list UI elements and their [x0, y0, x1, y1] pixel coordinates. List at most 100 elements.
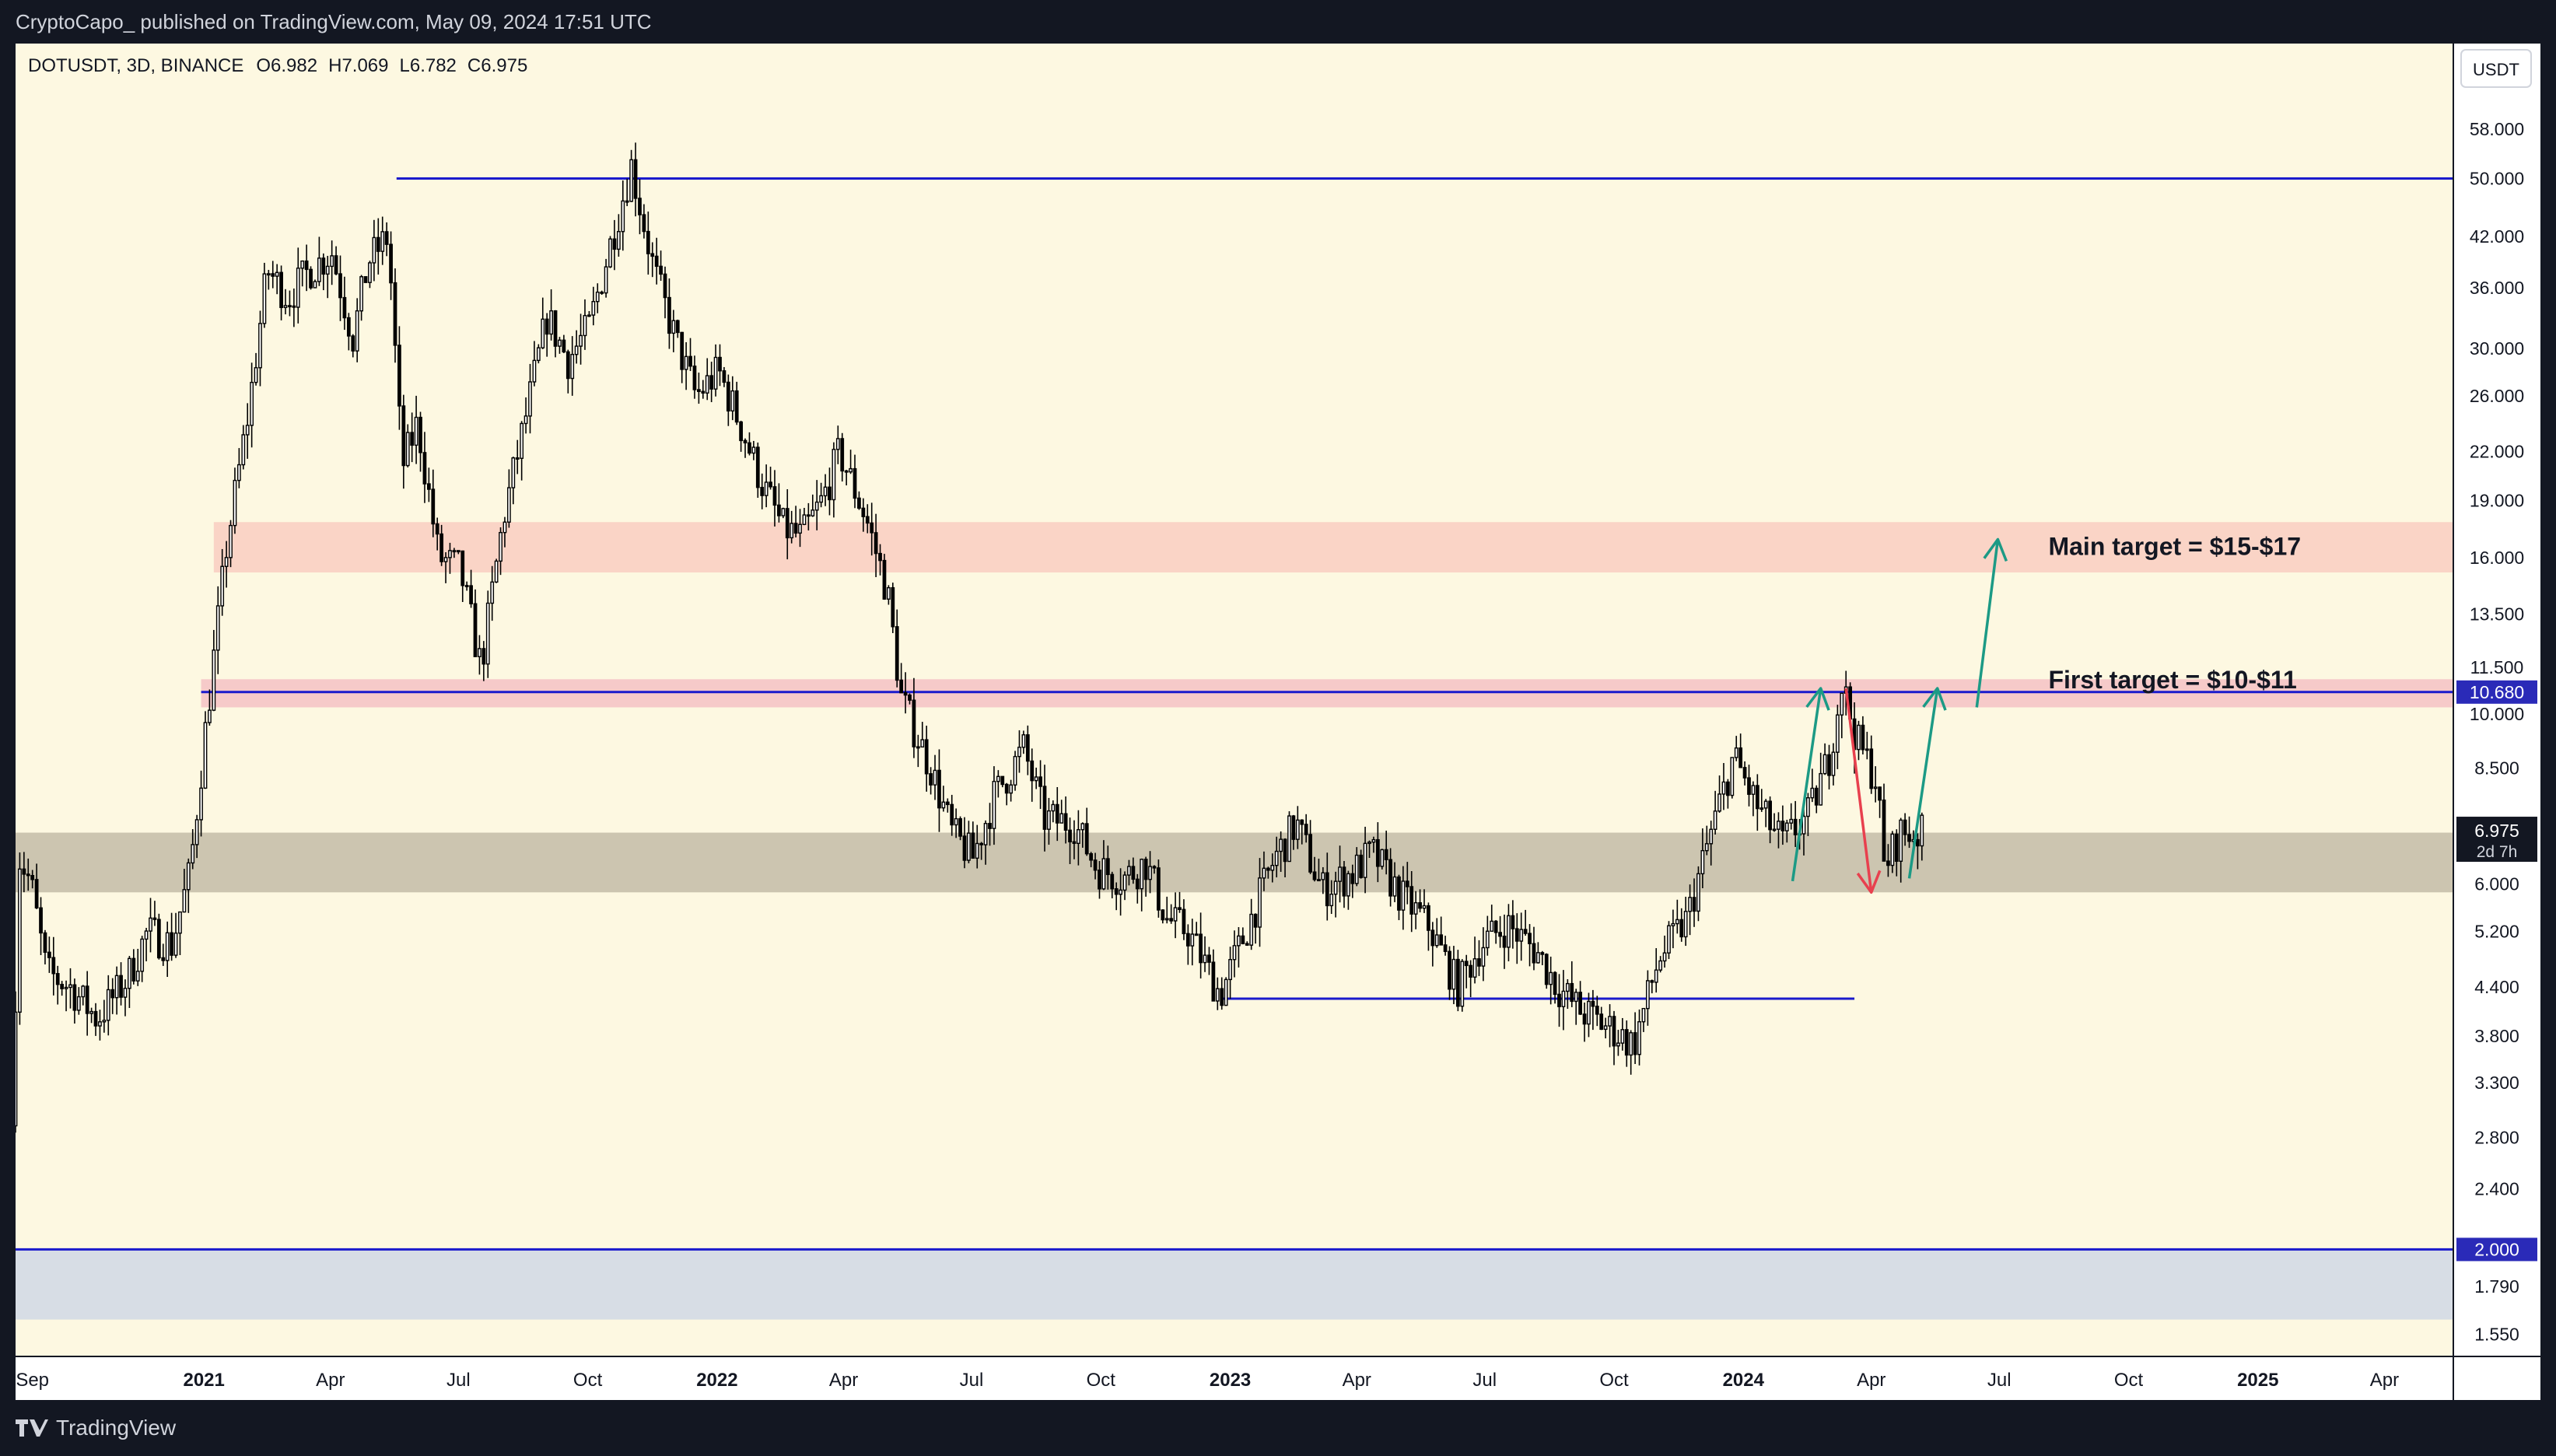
candle-body — [853, 467, 857, 499]
candle-body — [262, 273, 267, 324]
candle-body — [1038, 776, 1042, 787]
candle-body — [642, 214, 646, 233]
candle-body — [414, 416, 418, 446]
candle-body — [1025, 734, 1030, 762]
candle-body — [565, 351, 570, 380]
time-tick-label: Oct — [2114, 1370, 2144, 1391]
candle-body — [254, 367, 258, 383]
candle-body — [93, 1010, 98, 1027]
candle-body — [730, 390, 735, 412]
candle-body — [688, 355, 692, 367]
candle-body — [34, 879, 39, 908]
candle-body — [1544, 954, 1549, 985]
candle-body — [1451, 958, 1456, 990]
candle-body — [945, 801, 950, 806]
candle-body — [422, 452, 427, 485]
candle-body — [18, 868, 22, 1013]
bottom-zone — [16, 1249, 2453, 1320]
candle-body — [490, 581, 495, 604]
candle-body — [1514, 928, 1519, 942]
candle-body — [772, 486, 777, 506]
candle-body — [692, 366, 697, 390]
candle-body — [1059, 813, 1064, 824]
candle-body — [1861, 724, 1865, 751]
candle-body — [680, 331, 685, 370]
candle-body — [849, 467, 853, 473]
candle-body — [1329, 893, 1334, 907]
candle-body — [654, 255, 659, 268]
publish-header: CryptoCapo_ published on TradingView.com… — [0, 0, 2556, 44]
candle-body — [89, 1010, 93, 1014]
time-tick-label: Apr — [1343, 1370, 1371, 1391]
candle-body — [1490, 920, 1494, 932]
candle-body — [60, 983, 65, 989]
candle-body — [233, 479, 237, 527]
candle-body — [840, 438, 845, 472]
candle-body — [549, 310, 553, 335]
candle-body — [1806, 797, 1810, 817]
candle-body — [499, 531, 502, 562]
support-resistance-lines[interactable] — [16, 177, 2453, 1251]
candle-body — [1671, 922, 1675, 926]
candle-body — [1608, 1016, 1612, 1027]
ohlc-open: O6.982 — [256, 55, 317, 76]
price-tick-label: 6.000 — [2474, 873, 2519, 894]
candle-body — [865, 516, 870, 524]
candle-body — [1763, 800, 1768, 809]
currency-box[interactable] — [2460, 49, 2532, 88]
candle-body — [739, 421, 743, 442]
candle-body — [372, 236, 376, 264]
candle-body — [667, 296, 671, 334]
candle-body — [755, 446, 760, 488]
candle-body — [844, 470, 849, 473]
candle-body — [760, 486, 765, 496]
candle-body — [1224, 978, 1228, 1006]
candle-body — [68, 984, 72, 989]
price-tick-label: 13.500 — [2470, 604, 2524, 625]
candle-body — [570, 354, 575, 380]
candle-body — [355, 310, 359, 352]
price-chart[interactable]: Main target = $15-$17 First target = $10-… — [16, 44, 2540, 1400]
candle-body — [1553, 971, 1557, 996]
candle-body — [1717, 793, 1721, 812]
candle-body — [1203, 954, 1207, 964]
candle-body — [887, 586, 891, 600]
tradingview-brand[interactable]: TradingView — [16, 1400, 176, 1456]
time-tick-label: Oct — [573, 1370, 603, 1391]
candle-body — [1882, 799, 1886, 862]
candle-body — [1616, 1042, 1620, 1047]
candle-body — [1645, 980, 1650, 1010]
candle-body — [51, 957, 56, 975]
candle-body — [1013, 755, 1017, 786]
candle-body — [1119, 889, 1122, 895]
time-tick-label: 2023 — [1210, 1370, 1251, 1391]
price-axis[interactable]: 68.00058.00050.00042.00036.00030.00026.0… — [2470, 66, 2524, 1345]
candle-body — [743, 439, 748, 444]
currency-label: USDT — [2473, 60, 2519, 79]
candle-body — [861, 507, 866, 517]
candle-body — [574, 345, 579, 355]
candle-body — [152, 917, 157, 920]
time-tick-label: 2021 — [183, 1370, 224, 1391]
candle-body — [1055, 803, 1059, 824]
candle-body — [587, 314, 591, 317]
candle-body — [903, 692, 908, 696]
candle-body — [1549, 971, 1553, 985]
candle-body — [473, 603, 478, 657]
time-axis[interactable]: Sep 2021 Apr Jul Oct 2022 Apr Jul Oct 2023 Apr Jul O… — [16, 1370, 2399, 1391]
candle-body — [1827, 754, 1831, 776]
candle-body — [1325, 872, 1329, 907]
candle-body — [1173, 907, 1178, 922]
candle-body — [895, 626, 899, 681]
time-tick-label: Apr — [316, 1370, 345, 1391]
candle-body — [1000, 775, 1005, 786]
candle-body — [722, 370, 727, 383]
candle-body — [1532, 943, 1536, 964]
candle-body — [300, 260, 305, 269]
arrow-shaft-0 — [1791, 688, 1822, 882]
candle-body — [448, 550, 452, 558]
candle-body — [1354, 854, 1359, 884]
time-tick-label: 2025 — [2237, 1370, 2278, 1391]
candle-body — [604, 266, 608, 294]
candle-body — [1266, 867, 1270, 871]
